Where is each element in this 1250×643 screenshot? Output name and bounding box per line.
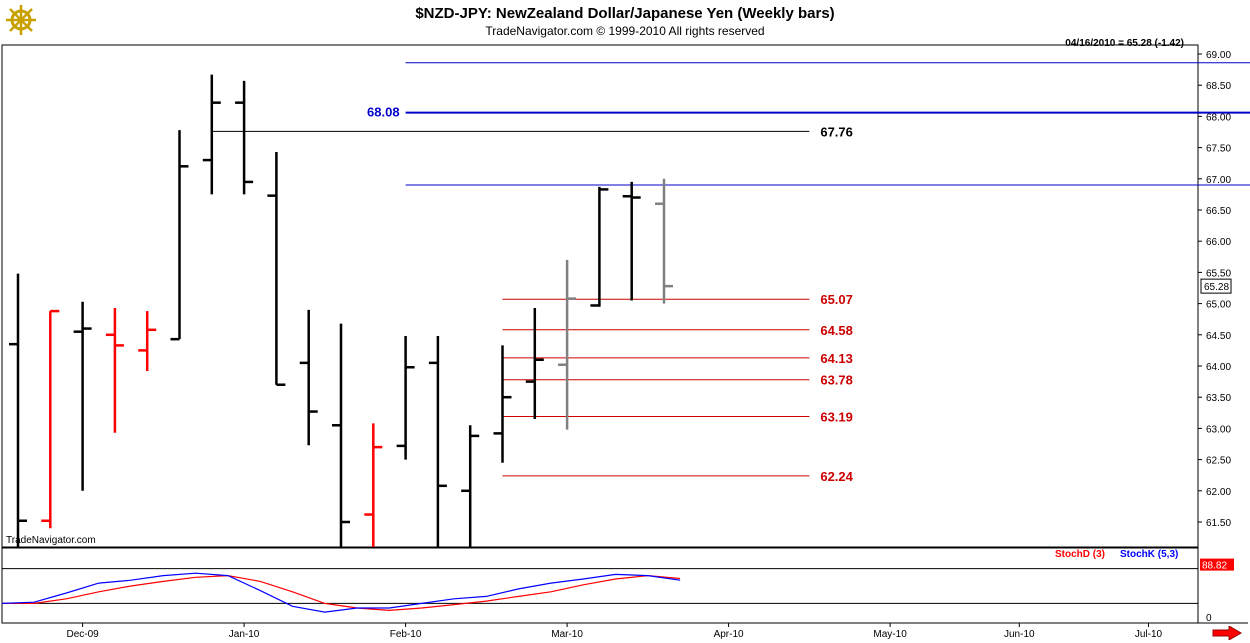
ohlc-bar — [299, 309, 318, 446]
ohlc-bar — [428, 336, 447, 547]
price-tick-label: 66.50 — [1206, 206, 1231, 217]
ohlc-bar — [202, 74, 221, 195]
level-label: 63.78 — [820, 373, 853, 388]
price-bars — [9, 74, 673, 547]
price-tick-label: 68.00 — [1206, 112, 1231, 123]
price-tick-label: 66.00 — [1206, 237, 1231, 248]
price-tick-label: 65.50 — [1206, 268, 1231, 279]
time-axis: Dec-09 Jan-10 Feb-10 Mar-10 Apr-10 May-10 Jun-… — [66, 623, 1163, 640]
watermark: TradeNavigator.com — [6, 535, 96, 546]
level-label: 65.07 — [820, 292, 853, 307]
stoch-d-line — [1, 574, 681, 612]
time-tick-label: Dec-09 — [66, 629, 99, 640]
ohlc-bar — [170, 130, 189, 341]
stoch-tick-label: 0 — [1206, 613, 1212, 624]
time-tick-label: Jun-10 — [1004, 629, 1035, 640]
time-tick-label: Feb-10 — [390, 629, 422, 640]
ohlc-bar — [267, 151, 286, 386]
time-tick-label: Apr-10 — [714, 629, 744, 640]
price-tick-label: 69.00 — [1206, 50, 1231, 61]
time-tick-label: Jul-10 — [1135, 629, 1163, 640]
price-tick-label: 62.00 — [1206, 487, 1231, 498]
stoch-k-line — [1, 572, 681, 613]
stochastic-panel-border — [1, 547, 1199, 624]
stoch-k-legend: StochK (5,3) — [1120, 549, 1179, 560]
ohlc-bar — [655, 178, 673, 304]
ohlc-bar — [622, 181, 641, 301]
chart-subtitle: TradeNavigator.com © 1999-2010 All right… — [485, 24, 765, 38]
stoch-last-value-box — [1200, 558, 1234, 571]
ohlc-bar — [9, 273, 27, 547]
price-tick-label: 67.00 — [1206, 175, 1231, 186]
price-tick-label: 63.50 — [1206, 393, 1231, 404]
price-tick-label: 67.50 — [1206, 144, 1231, 155]
ohlc-bar — [364, 423, 383, 547]
fibonacci-levels: 68.8668.0668.0867.7666.9065.0764.5864.13… — [211, 62, 1250, 484]
last-price-box — [1200, 278, 1232, 294]
level-label: 64.58 — [820, 323, 853, 338]
ohlc-bar — [105, 307, 124, 433]
ohlc-bar — [493, 345, 512, 463]
ohlc-bar — [525, 307, 544, 420]
level-label: 64.13 — [820, 351, 853, 366]
level-label: 63.19 — [820, 410, 853, 425]
time-tick-label: Jan-10 — [229, 629, 260, 640]
time-tick-label: May-10 — [873, 629, 907, 640]
last-price-label: 65.28 — [1204, 282, 1229, 293]
price-tick-label: 63.00 — [1206, 424, 1231, 435]
ohlc-bar — [235, 80, 254, 195]
chart-frame — [1, 44, 1248, 624]
price-panel-border — [1, 44, 1199, 548]
price-tick-label: 68.50 — [1206, 81, 1231, 92]
right-arrow-icon[interactable] — [1212, 626, 1242, 640]
level-label: 62.24 — [820, 469, 853, 484]
ohlc-bar — [396, 336, 415, 460]
chart-title: $NZD-JPY: NewZealand Dollar/Japanese Yen… — [415, 5, 835, 22]
level-label: 68.08 — [367, 105, 400, 120]
price-tick-label: 62.50 — [1206, 456, 1231, 467]
stoch-last-value-label: 88.82 — [1202, 561, 1227, 572]
stochastic-panel: 088.82 — [1, 558, 1234, 624]
ohlc-bar — [461, 425, 480, 547]
level-label: 67.76 — [820, 124, 853, 139]
price-axis: 61.50 62.00 62.50 63.00 63.50 64.00 64.50 65.00… — [1198, 50, 1232, 529]
ohlc-bar — [73, 301, 92, 491]
time-tick-label: Mar-10 — [551, 629, 583, 640]
price-tick-label: 64.50 — [1206, 331, 1231, 342]
ohlc-bar — [138, 311, 157, 371]
price-tick-label: 65.00 — [1206, 300, 1231, 311]
stoch-d-legend: StochD (3) — [1055, 549, 1105, 560]
ohlc-bar — [558, 259, 577, 430]
price-tick-label: 64.00 — [1206, 362, 1231, 373]
ohlc-bar — [332, 323, 350, 547]
date-price-readout: 04/16/2010 = 65.28 (-1.42) — [1065, 38, 1184, 49]
ohlc-bar — [590, 186, 609, 307]
ohlc-bar — [41, 309, 60, 529]
price-tick-label: 61.50 — [1206, 518, 1231, 529]
trade-navigator-logo-icon — [6, 5, 36, 35]
